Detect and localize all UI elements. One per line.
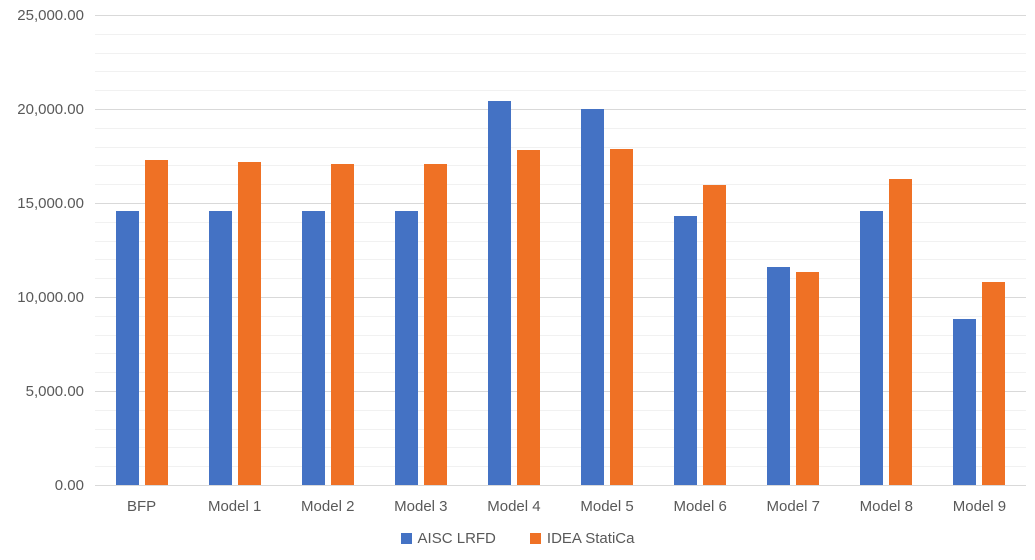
gridline-major	[95, 391, 1026, 392]
bar-idea-statica	[703, 185, 726, 485]
y-axis-tick-label: 20,000.00	[17, 101, 84, 118]
gridline-minor	[95, 353, 1026, 355]
bar-aisc-lrfd	[953, 319, 976, 485]
legend-label: IDEA StatiCa	[546, 530, 635, 547]
gridline-major	[95, 485, 1026, 486]
gridline-major	[95, 297, 1026, 298]
gridline-minor	[95, 447, 1026, 449]
legend-item: AISC LRFD	[400, 530, 496, 547]
legend-swatch-icon	[529, 533, 541, 544]
bar-idea-statica	[610, 149, 633, 485]
x-axis-category-label: Model 9	[952, 498, 1007, 515]
x-axis-category-label: Model 6	[673, 498, 727, 515]
plot-area	[95, 15, 1026, 486]
gridline-major	[95, 15, 1026, 16]
bar-aisc-lrfd	[209, 211, 232, 485]
x-axis-category-label: Model 3	[394, 498, 448, 515]
bar-aisc-lrfd	[581, 109, 604, 485]
bar-idea-statica	[982, 282, 1005, 485]
gridline-minor	[95, 428, 1026, 430]
gridline-minor	[95, 90, 1026, 92]
legend: AISC LRFD IDEA StatiCa	[0, 531, 1035, 546]
gridline-minor	[95, 372, 1026, 374]
bar-aisc-lrfd	[302, 211, 325, 485]
gridline-minor	[95, 278, 1026, 280]
bar-aisc-lrfd	[116, 211, 139, 485]
bar-idea-statica	[889, 179, 912, 485]
x-axis-category-label: Model 5	[580, 498, 634, 515]
gridline-minor	[95, 165, 1026, 167]
gridline-major	[95, 109, 1026, 110]
gridline-minor	[95, 259, 1026, 261]
gridline-minor	[95, 184, 1026, 186]
gridline-minor	[95, 71, 1026, 73]
x-axis-category-label: BFP	[126, 498, 157, 515]
gridline-minor	[95, 221, 1026, 223]
gridline-minor	[95, 33, 1026, 35]
gridline-minor	[95, 127, 1026, 129]
y-axis-tick-label: 15,000.00	[17, 195, 84, 212]
x-axis-category-label: Model 2	[301, 498, 355, 515]
x-axis-category-label: Model 1	[207, 498, 262, 515]
bar-idea-statica	[238, 162, 261, 485]
bar-aisc-lrfd	[674, 216, 697, 485]
bar-aisc-lrfd	[860, 211, 883, 485]
gridline-minor	[95, 466, 1026, 468]
bar-aisc-lrfd	[767, 267, 790, 485]
x-axis-category-label: Model 8	[859, 498, 914, 515]
x-axis-category-label: Model 7	[766, 498, 820, 515]
bar-idea-statica	[517, 150, 540, 485]
gridline-minor	[95, 409, 1026, 411]
bar-idea-statica	[424, 164, 447, 485]
legend-label: AISC LRFD	[417, 530, 496, 547]
bar-aisc-lrfd	[488, 101, 511, 485]
y-axis-tick-label: 0.00	[54, 477, 84, 494]
gridline-minor	[95, 52, 1026, 54]
gridline-minor	[95, 146, 1026, 148]
gridline-major	[95, 203, 1026, 204]
bar-idea-statica	[145, 160, 168, 485]
x-axis-category-label: Model 4	[487, 498, 541, 515]
y-axis-tick-label: 10,000.00	[17, 289, 84, 306]
bar-idea-statica	[796, 272, 819, 485]
gridline-minor	[95, 240, 1026, 242]
legend-item: IDEA StatiCa	[529, 530, 635, 547]
bar-idea-statica	[331, 164, 354, 485]
y-axis-tick-label: 5,000.00	[25, 383, 84, 400]
bar-aisc-lrfd	[395, 211, 418, 485]
y-axis-tick-label: 25,000.00	[17, 7, 84, 24]
gridline-minor	[95, 315, 1026, 317]
gridline-minor	[95, 334, 1026, 336]
legend-swatch-icon	[400, 533, 412, 544]
